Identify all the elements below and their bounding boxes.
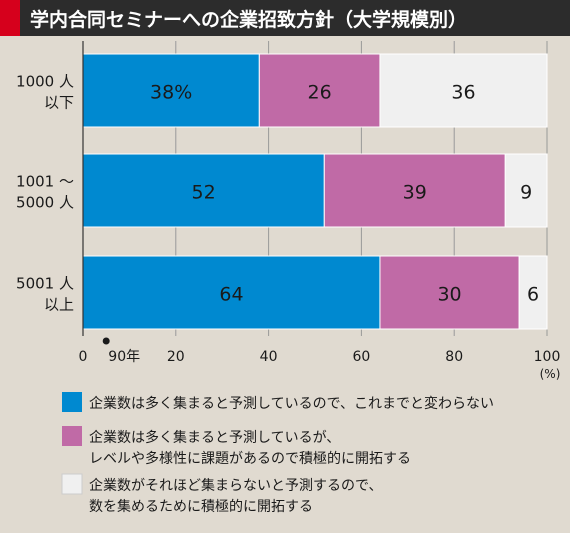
bar-data-label: 6 [527, 284, 539, 306]
bar-data-label: 64 [219, 284, 243, 306]
bar-data-label: 52 [192, 182, 216, 204]
bar-segment [82, 153, 325, 228]
bar-segment [518, 255, 548, 330]
bar-segment [82, 53, 260, 128]
category-label-line2: 5000 人 [16, 194, 74, 212]
x-tick-label: 40 [260, 349, 278, 365]
x-tick-label: 20 [167, 349, 185, 365]
category-label-line2: 以下 [44, 94, 74, 112]
title-bar [0, 0, 570, 36]
bar-segment [323, 153, 506, 228]
bar-data-label: 38% [150, 82, 192, 104]
category-label-line1: 1001 〜 [16, 173, 74, 191]
category-label-line1: 1000 人 [16, 73, 74, 91]
legend-swatch [62, 426, 82, 446]
bar-data-label: 36 [451, 82, 475, 104]
bar-segment [258, 53, 381, 128]
category-label-line2: 以上 [44, 296, 74, 314]
title-marker [0, 0, 20, 36]
legend-label: 企業数は多く集まると予測しているので、これまでと変わらない [89, 395, 494, 412]
x-tick-label: 80 [445, 349, 463, 365]
bar-segment [379, 53, 548, 128]
legend-swatch [61, 473, 83, 495]
marker-label: 90年 [108, 349, 140, 365]
category-label-line1: 5001 人 [16, 275, 74, 293]
bar-segment [82, 255, 381, 330]
x-tick-label: 60 [352, 349, 370, 365]
bar-data-label: 9 [520, 182, 532, 204]
legend-label: 企業数は多く集まると予測しているが、 [89, 429, 340, 446]
legend-label: レベルや多様性に課題があるので積極的に開拓する [89, 450, 411, 467]
x-tick-label: 100 [534, 349, 561, 365]
bar-segment [504, 153, 548, 228]
chart-title: 学内合同セミナーへの企業招致方針（大学規模別） [30, 8, 467, 31]
bar-data-label: 39 [403, 182, 427, 204]
marker-dot [102, 337, 110, 345]
legend-swatch [62, 392, 82, 412]
x-tick-label: 0 [79, 349, 88, 365]
legend-label: 数を集めるために積極的に開拓する [89, 498, 313, 515]
legend-label: 企業数がそれほど集まらないと予測するので、 [89, 477, 382, 494]
bar-data-label: 30 [437, 284, 461, 306]
x-unit-label: (%) [540, 367, 561, 381]
bar-data-label: 26 [308, 82, 332, 104]
